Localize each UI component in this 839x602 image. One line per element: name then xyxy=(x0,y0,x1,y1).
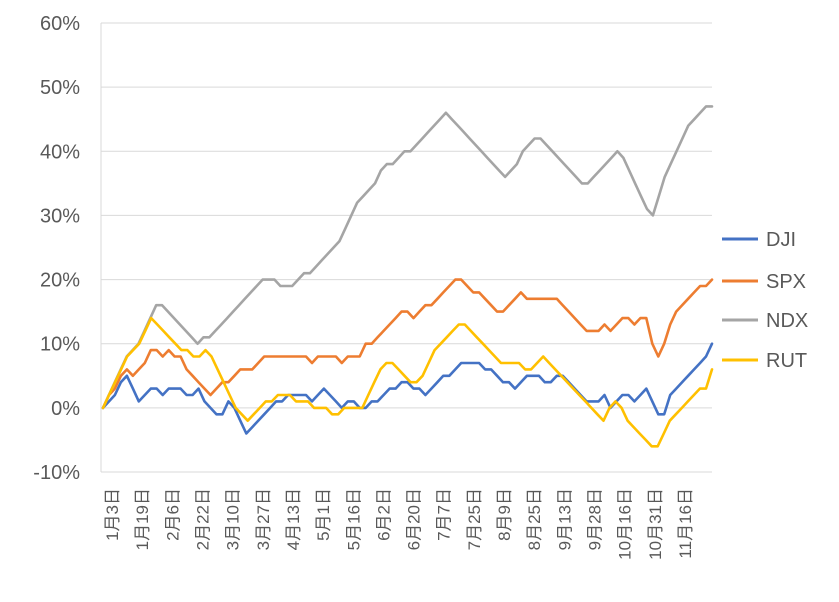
x-tick-label: 7月25日 xyxy=(465,488,484,550)
x-axis-ticks: 1月3日 1月19日 2月6日 2月22日 3月10日 3月27日 4月13日 5月1日 5月1… xyxy=(103,488,695,560)
x-tick-label: 1月3日 xyxy=(103,488,122,541)
x-tick-label: 10月31日 xyxy=(646,488,665,560)
x-tick-label: 10月16日 xyxy=(616,488,635,560)
gridlines xyxy=(101,22,712,473)
x-tick-label: 6月20日 xyxy=(405,488,424,550)
x-tick-label: 9月13日 xyxy=(555,488,574,550)
y-tick-label: 50% xyxy=(40,77,80,99)
x-tick-label: 4月13日 xyxy=(284,488,303,550)
y-tick-label: 30% xyxy=(40,205,80,227)
x-tick-label: 9月28日 xyxy=(586,488,605,550)
y-tick-label: 0% xyxy=(51,398,80,420)
x-tick-label: 1月19日 xyxy=(133,488,152,550)
x-tick-label: 3月27日 xyxy=(254,488,273,550)
y-axis-ticks: -10% 0% 10% 20% 30% 40% 50% 60% xyxy=(33,13,80,484)
legend-label-rut: RUT xyxy=(766,350,807,372)
y-tick-label: 40% xyxy=(40,141,80,163)
y-tick-label: 20% xyxy=(40,270,80,292)
y-tick-label: -10% xyxy=(33,462,80,484)
series-line-spx xyxy=(101,278,714,410)
x-tick-label: 3月10日 xyxy=(224,488,243,550)
series-lines xyxy=(101,105,714,448)
series-line-rut xyxy=(101,316,714,448)
x-tick-label: 6月2日 xyxy=(374,488,393,541)
y-tick-label: 60% xyxy=(40,13,80,35)
x-tick-label: 11月16日 xyxy=(676,488,695,559)
x-tick-label: 5月1日 xyxy=(314,488,333,541)
legend: DJI SPX NDX RUT xyxy=(722,229,808,372)
series-line-ndx xyxy=(101,105,714,410)
x-tick-label: 8月25日 xyxy=(525,488,544,550)
x-tick-label: 5月16日 xyxy=(344,488,363,550)
x-tick-label: 2月6日 xyxy=(163,488,182,541)
legend-label-ndx: NDX xyxy=(766,310,808,332)
legend-label-spx: SPX xyxy=(766,271,806,293)
legend-label-dji: DJI xyxy=(766,229,796,251)
x-tick-label: 7月7日 xyxy=(435,488,454,541)
x-tick-label: 2月22日 xyxy=(193,488,212,550)
x-tick-label: 8月9日 xyxy=(495,488,514,541)
y-tick-label: 10% xyxy=(40,334,80,356)
